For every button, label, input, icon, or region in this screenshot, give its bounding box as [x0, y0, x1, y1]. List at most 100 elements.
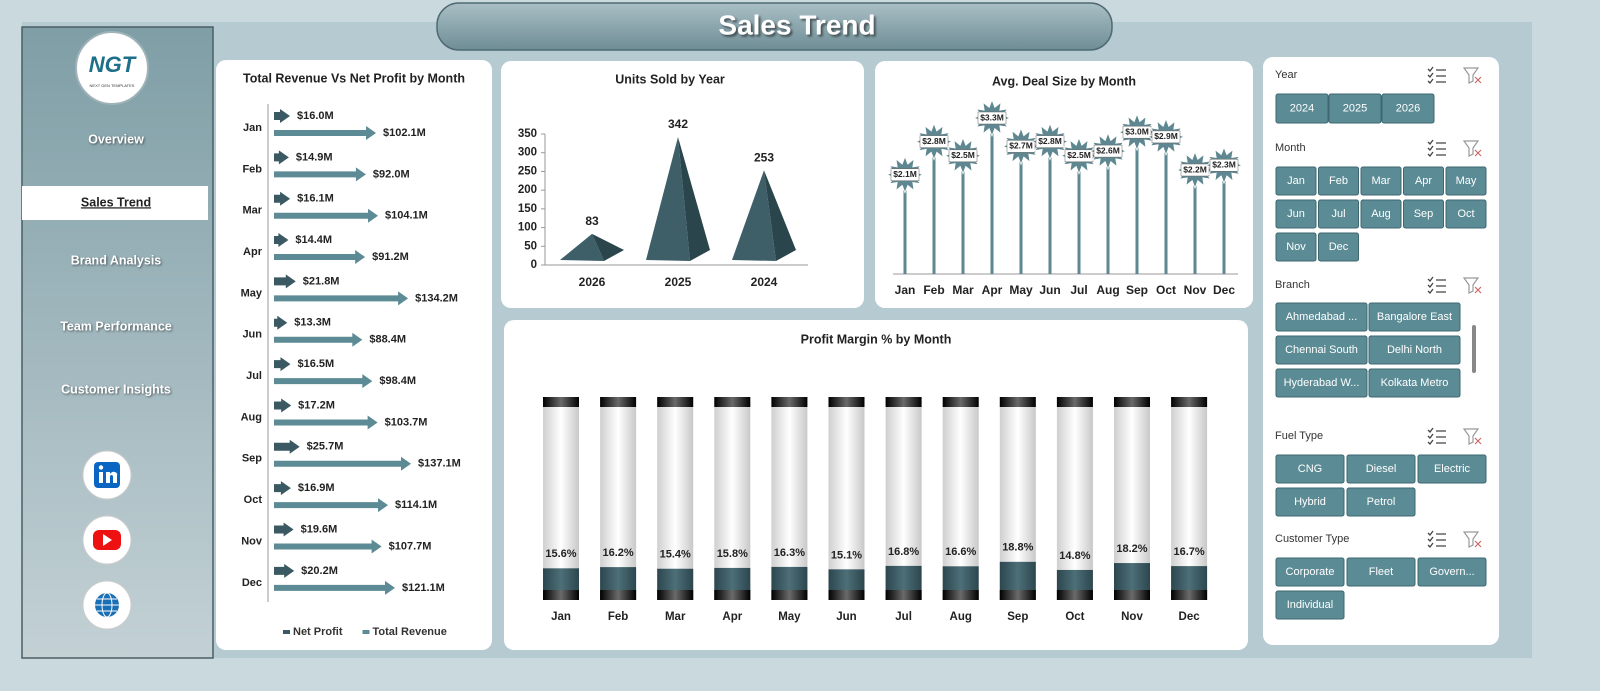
slicer-button[interactable] — [1275, 93, 1329, 124]
data-label: $114.1M — [395, 499, 437, 511]
nav-item[interactable]: Overview — [88, 132, 144, 146]
nav-item[interactable]: Brand Analysis — [71, 253, 162, 267]
multi-select-icon[interactable] — [1427, 66, 1446, 84]
multi-select-icon[interactable] — [1427, 276, 1446, 294]
slicer-button[interactable] — [1346, 557, 1416, 587]
slicer-button[interactable] — [1275, 557, 1345, 587]
slicer-button[interactable] — [1328, 93, 1382, 124]
y-tick-label: 350 — [518, 128, 537, 140]
logo — [75, 31, 149, 105]
slicer-button[interactable] — [1275, 590, 1345, 620]
slicer-button[interactable] — [1445, 166, 1487, 196]
slicer-item[interactable]: 2025 — [1343, 102, 1367, 114]
slicer-button[interactable] — [1403, 199, 1444, 229]
slicer-item[interactable]: Feb — [1329, 175, 1348, 187]
clear-filter-icon[interactable] — [1462, 428, 1482, 445]
slicer-item[interactable]: Govern... — [1429, 566, 1474, 578]
slicer-button[interactable] — [1275, 302, 1368, 332]
slicer-button[interactable] — [1275, 454, 1345, 484]
nav-item[interactable]: Team Performance — [60, 319, 172, 333]
slicer-item[interactable]: Mar — [1372, 175, 1391, 187]
slicer-button[interactable] — [1318, 199, 1359, 229]
slicer-item[interactable]: Petrol — [1367, 496, 1396, 508]
slicer-button[interactable] — [1417, 454, 1487, 484]
arrow-bar — [274, 208, 379, 223]
slicer-item[interactable]: Sep — [1414, 208, 1434, 220]
slicer-item[interactable]: Hybrid — [1294, 496, 1326, 508]
slicer-item[interactable]: Diesel — [1366, 463, 1397, 475]
slicer-item[interactable]: Corporate — [1286, 566, 1335, 578]
slicer-item[interactable]: Dec — [1329, 241, 1349, 253]
slicer-item[interactable]: Aug — [1371, 208, 1391, 220]
slicer-item[interactable]: Ahmedabad ... — [1286, 311, 1358, 323]
y-tick-label: 250 — [518, 165, 537, 177]
slicer-button[interactable] — [1368, 302, 1461, 332]
clear-filter-icon[interactable] — [1462, 531, 1482, 548]
social-website[interactable] — [82, 580, 132, 630]
slicer-item[interactable]: Nov — [1286, 241, 1306, 253]
slicer-title: Branch — [1275, 279, 1310, 291]
slicer-item[interactable]: Delhi North — [1387, 344, 1442, 356]
x-tick-label: May — [1009, 283, 1033, 297]
tube — [657, 397, 694, 600]
slicer-button[interactable] — [1417, 557, 1487, 587]
slicer-button[interactable] — [1275, 368, 1368, 398]
slicer-item[interactable]: Kolkata Metro — [1381, 377, 1449, 389]
slicer-item[interactable]: Individual — [1287, 599, 1333, 611]
multi-select-icon[interactable] — [1427, 530, 1446, 548]
slicer-button[interactable] — [1275, 232, 1317, 262]
slicer-button[interactable] — [1275, 199, 1317, 229]
nav-item[interactable]: Customer Insights — [61, 382, 171, 396]
multi-select-icon[interactable] — [1427, 139, 1446, 157]
page-title: Sales Trend — [718, 9, 875, 40]
social-youtube[interactable] — [82, 515, 132, 565]
clear-filter-icon[interactable] — [1462, 67, 1482, 84]
x-tick-label: 2026 — [579, 275, 606, 289]
pyramid — [560, 233, 624, 261]
slicer-item[interactable]: Electric — [1434, 463, 1471, 475]
slicer-button[interactable] — [1368, 368, 1461, 398]
tube-cap — [714, 590, 751, 600]
slicer-item[interactable]: Fleet — [1369, 566, 1393, 578]
slicer-button[interactable] — [1360, 166, 1402, 196]
arrow-bar — [274, 357, 291, 372]
slicer-item[interactable]: Chennai South — [1285, 344, 1358, 356]
slicer-item[interactable]: Jul — [1331, 208, 1345, 220]
slicer-button[interactable] — [1346, 454, 1416, 484]
x-tick-label: Oct — [1065, 611, 1084, 623]
data-label: $20.2M — [301, 565, 338, 577]
slicer-button[interactable] — [1275, 335, 1368, 365]
slicer-item[interactable]: May — [1456, 175, 1477, 187]
multi-select-icon[interactable] — [1427, 427, 1446, 445]
scrollbar[interactable] — [1472, 325, 1476, 373]
slicer-item[interactable]: Jan — [1287, 175, 1305, 187]
slicer-item[interactable]: Apr — [1415, 175, 1432, 187]
social-linkedin[interactable] — [82, 450, 132, 500]
slicer-item[interactable]: Hyderabad W... — [1284, 377, 1360, 389]
nav-item[interactable]: Sales Trend — [81, 195, 151, 209]
x-tick-label: Sep — [1126, 283, 1148, 297]
slicer-item[interactable]: 2026 — [1396, 102, 1420, 114]
clear-filter-icon[interactable] — [1462, 140, 1482, 157]
data-label: 16.6% — [945, 546, 976, 558]
slicer-button[interactable] — [1381, 93, 1435, 124]
slicer-item[interactable]: CNG — [1298, 463, 1322, 475]
slicer-item[interactable]: Bangalore East — [1377, 311, 1452, 323]
slicer-button[interactable] — [1368, 335, 1461, 365]
slicer-button[interactable] — [1445, 199, 1487, 229]
slicer-button[interactable] — [1275, 166, 1317, 196]
slicer-button[interactable] — [1318, 232, 1359, 262]
slicer-item[interactable]: Jun — [1287, 208, 1305, 220]
clear-filter-icon[interactable] — [1462, 277, 1482, 294]
slicer-button[interactable] — [1346, 487, 1416, 517]
slicer-button[interactable] — [1360, 199, 1402, 229]
tube — [771, 397, 808, 600]
slicer-item[interactable]: Oct — [1457, 208, 1474, 220]
slicer-button[interactable] — [1318, 166, 1359, 196]
slicer-item[interactable]: 2024 — [1290, 102, 1314, 114]
arrow-bar — [274, 291, 409, 306]
slicer-title: Year — [1275, 69, 1298, 81]
slicer-button[interactable] — [1275, 487, 1345, 517]
x-tick-label: Jul — [1070, 283, 1087, 297]
slicer-button[interactable] — [1403, 166, 1444, 196]
